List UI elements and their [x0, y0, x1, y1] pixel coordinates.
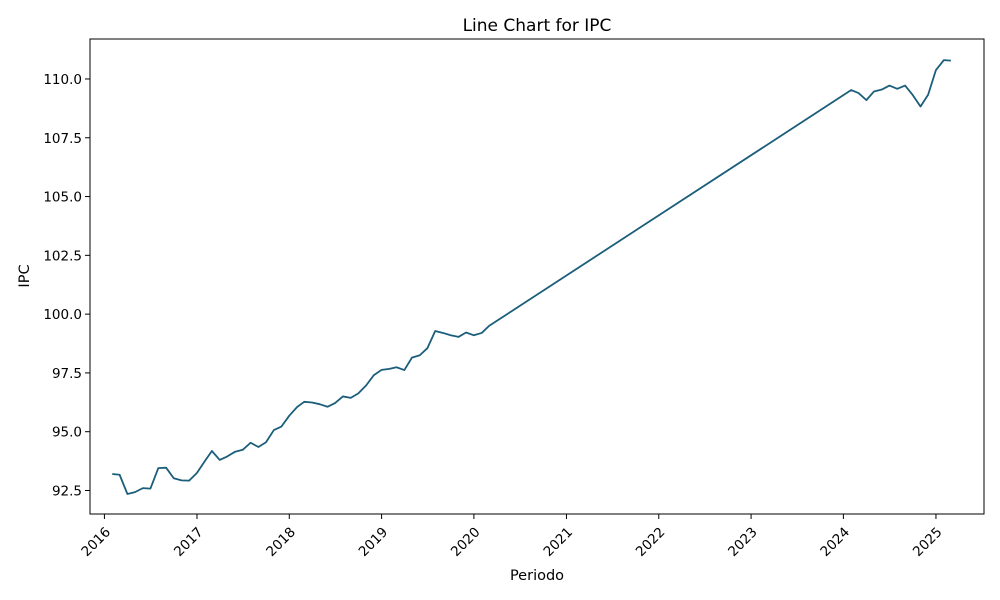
x-tick-label: 2022 — [633, 524, 669, 560]
series-layer — [112, 59, 951, 495]
x-axis: 2016 2017 2018 2019 2020 2021 2022 2023 2024 2025 — [78, 514, 946, 560]
x-tick-label: 2019 — [356, 524, 392, 560]
y-tick-label: 95.0 — [52, 425, 82, 441]
y-axis: 92.5 95.0 97.5 100.0 102.5 105.0 107.5 110.0 — [43, 72, 90, 499]
chart-title: Line Chart for IPC — [463, 16, 612, 36]
x-tick-label: 2017 — [171, 524, 207, 560]
x-tick-label: 2025 — [910, 524, 946, 560]
y-tick-label: 92.5 — [52, 483, 82, 499]
x-tick-label: 2016 — [78, 524, 114, 560]
y-tick-label: 105.0 — [43, 190, 82, 206]
y-tick-label: 100.0 — [43, 307, 82, 323]
x-axis-title: Periodo — [510, 568, 564, 584]
x-tick-label: 2024 — [817, 524, 853, 560]
y-tick-label: 97.5 — [52, 366, 82, 382]
ipc-series-line — [112, 59, 951, 495]
x-tick-label: 2023 — [725, 524, 761, 560]
y-tick-label: 110.0 — [43, 72, 82, 88]
x-tick-label: 2021 — [540, 524, 576, 560]
y-axis-title: IPC — [17, 264, 33, 287]
y-tick-label: 102.5 — [43, 248, 82, 264]
x-tick-label: 2018 — [263, 524, 299, 560]
y-tick-label: 107.5 — [43, 131, 82, 147]
x-tick-label: 2020 — [448, 524, 484, 560]
plot-frame — [89, 38, 985, 515]
